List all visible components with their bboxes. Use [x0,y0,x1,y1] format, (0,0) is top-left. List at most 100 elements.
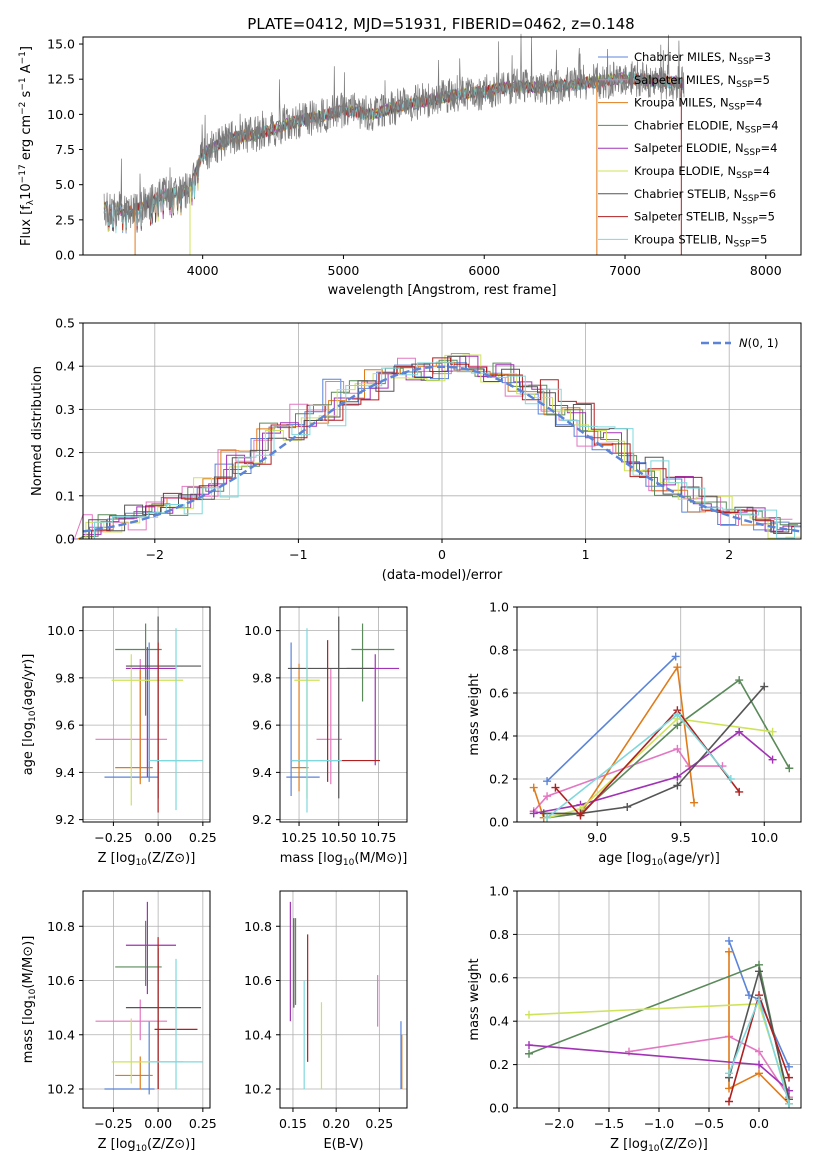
weight-marker [551,783,560,792]
residual-histogram-7 [91,357,801,540]
errorbar-point [351,623,395,702]
spectrum-x-tick-label: 6000 [468,263,500,278]
weight-series [543,710,735,822]
residual-y-tick-label: 0.4 [55,359,75,374]
weight_vs_age-y-tick-label: 0.2 [489,772,509,787]
spectrum-series [103,33,685,255]
age_vs_Z-y-tick-label: 9.2 [55,812,75,827]
weight_vs_Z-x-tick-label: −1.0 [644,1116,674,1131]
observed-spectrum [103,33,685,229]
weight-marker [785,1062,793,1071]
residual-x-tick-label: −1 [289,547,307,562]
weight-marker [690,798,699,807]
weight-marker [785,1073,793,1082]
weight-marker [755,1069,763,1078]
weight-marker [735,787,744,796]
mass_vs_EBV-frame [279,890,408,1109]
weight_vs_age-marks [529,652,794,822]
weight-series [529,744,727,816]
weight-series [529,663,699,822]
mass_vs_EBV-y-tick-label: 10.4 [244,1027,272,1042]
age-vs-z-panel: −0.25 0.00 0.25 9.2 9.4 9.6 9.8 10.0 Z [log10(Z/… [21,606,217,868]
age_vs_mass-y-tick-label: 9.6 [252,718,272,733]
weight-marker [726,775,735,783]
mass_vs_EBV-x-label: E(B-V) [323,1137,363,1152]
residual-y-ticks: 0.0 0.1 0.2 0.3 0.4 0.5 [55,316,83,547]
spectrum-y-tick-label: 12.5 [47,72,75,87]
weight-line [728,951,790,1105]
weight-marker [525,1049,533,1058]
mass_vs_EBV-x-tick-label: 0.15 [279,1116,307,1131]
weight-series [725,995,793,1108]
age_vs_mass-x-tick-label: 10.75 [361,830,397,845]
residual-y-tick-label: 0.3 [55,402,75,417]
weight-marker [725,1069,733,1078]
mass_vs_EBV-x-tick-label: 0.25 [365,1116,393,1131]
age_vs_Z-y-tick-label: 10.0 [47,623,75,638]
errorbar-point [286,642,320,797]
spectrum-y-tick-label: 10.0 [47,107,75,122]
weight_vs_age-x-label: age [log10(age/yr)] [598,851,720,868]
errorbar-point [115,623,162,716]
age_vs_mass-y-tick-label: 9.8 [252,670,272,685]
residual-y-tick-label: 0.5 [55,316,75,331]
weight-marker [760,682,769,691]
mass_vs_Z-frame [82,890,211,1109]
mass_vs_EBV-y-tick-label: 10.2 [244,1082,272,1097]
weight-marker [539,809,548,818]
mass_vs_Z-y-tick-label: 10.8 [47,919,75,934]
weight-marker [673,772,682,781]
spectrum-x-tick-label: 4000 [187,263,219,278]
age_vs_mass-x-tick-label: 10.25 [281,830,317,845]
spectrum-legend-label: Chabrier MILES, NSSP=3 [634,50,771,67]
spectrum-frame [82,36,802,256]
weight-marker [525,1041,533,1050]
weight-marker [543,813,552,822]
residual-y-tick-label: 0.1 [55,488,75,503]
mass-vs-ebv-panel: 0.15 0.20 0.25 10.2 10.4 10.6 10.8 E(B-V) [244,890,408,1152]
residual-histogram-8 [93,362,801,540]
age-vs-mass-panel: 10.25 10.50 10.75 9.2 9.4 9.6 9.8 10.0 mass [log… [244,606,408,868]
errorbar-point [111,654,184,806]
spectrum-y-label: Flux [fλ10−17 erg cm−2 s−1 A−1] [18,46,36,246]
weight_vs_Z-x-tick-label: −1.5 [594,1116,624,1131]
spectrum-y-tick-label: 15.0 [47,37,75,52]
mass_vs_Z-x-tick-label: −0.25 [94,1116,132,1131]
residual-y-label: Normed distribution [30,366,45,496]
spectrum-y-tick-label: 2.5 [55,212,75,227]
spectrum-x-tick-label: 5000 [328,263,360,278]
residual-x-ticks: −2 −1 0 1 2 [146,539,733,562]
weight-marker [735,727,744,736]
spectrum-y-tick-label: 7.5 [55,142,75,157]
residual-legend-label: N(0, 1) [739,336,779,350]
weight_vs_age-y-tick-label: 1.0 [489,600,509,615]
weight-marker [768,755,777,764]
age_vs_Z-y-tick-label: 9.4 [55,765,75,780]
weight-vs-z-panel: −2.0 −1.5 −1.0 −0.5 0.0 0.0 0.2 0.4 0.6 0.8 1.0 Z [… [467,884,802,1154]
errorbar-point [104,1021,155,1095]
weight-vs-age-panel: 9.0 9.5 10.0 0.0 0.2 0.4 0.6 0.8 1.0 age [log10(a… [467,600,802,868]
mass_vs_Z-x-tick-label: 0.25 [189,1116,217,1131]
weight-line [533,730,774,815]
spectrum-legend-label: Salpeter ELODIE, NSSP=4 [634,141,777,158]
spectrum-y-ticks: 0.0 2.5 5.0 7.5 10.0 12.5 15.0 [47,37,83,263]
mass_vs_Z-y-tick-label: 10.2 [47,1082,75,1097]
errorbar-point [291,663,309,792]
age_vs_Z-x-label: Z [log10(Z/Z⊙)] [98,851,196,868]
errorbar-point [346,654,400,766]
weight_vs_Z-y-tick-label: 0.4 [489,1014,509,1029]
errorbar-point [125,647,177,778]
weight_vs_age-y-tick-label: 0.4 [489,729,509,744]
weight-marker [671,652,680,661]
spectrum-x-tick-label: 7000 [609,263,641,278]
mass_vs_EBV-marks [289,901,403,1090]
spectrum-y-tick-label: 0.0 [55,248,75,263]
age_vs_mass-x-tick-label: 10.50 [321,830,357,845]
errorbar-point [115,920,162,986]
age_vs_mass-marks [286,616,400,813]
weight_vs_Z-y-tick-label: 0.0 [489,1101,509,1116]
weight-marker [735,676,744,685]
spectrum-title: PLATE=0412, MJD=51931, FIBERID=0462, z=0… [247,15,634,33]
weight_vs_age-frame [516,606,802,823]
